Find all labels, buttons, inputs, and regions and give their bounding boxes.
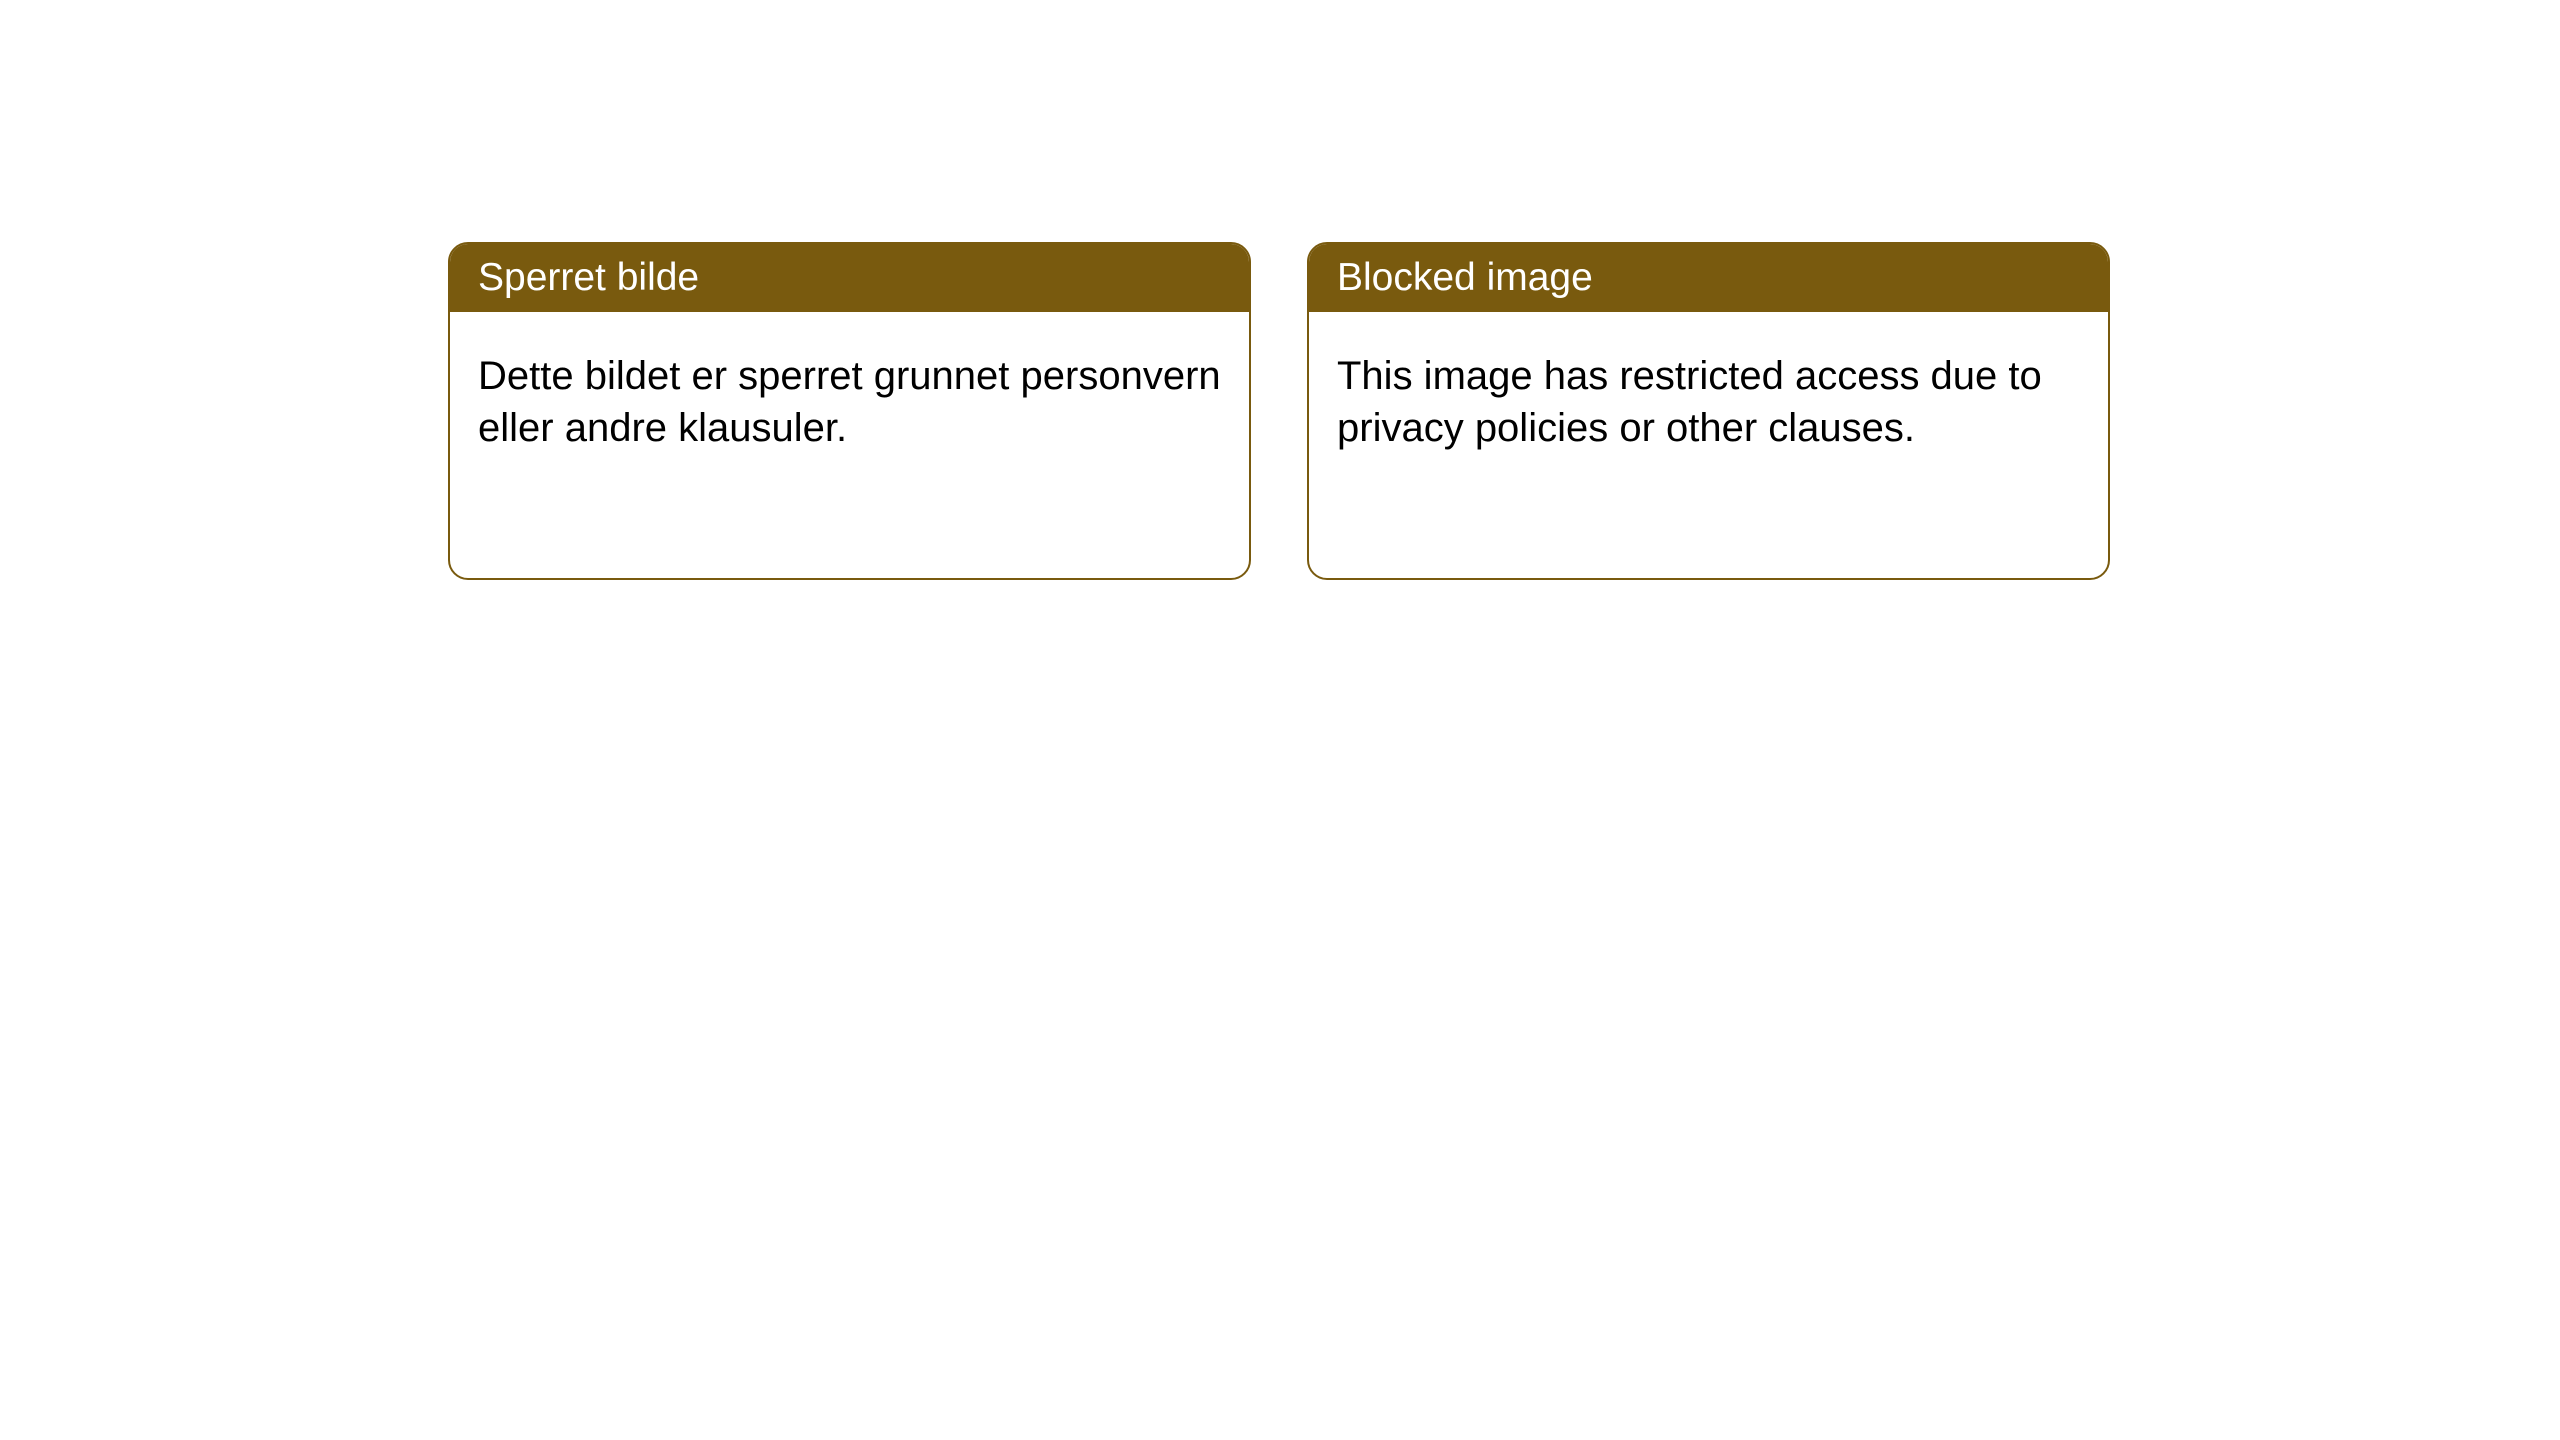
card-header: Sperret bilde: [450, 244, 1249, 312]
card-header-text: Blocked image: [1337, 256, 1593, 299]
card-body: Dette bildet er sperret grunnet personve…: [450, 312, 1249, 492]
card-body-text: This image has restricted access due to …: [1337, 354, 2042, 450]
card-body: This image has restricted access due to …: [1309, 312, 2108, 492]
notice-card-english: Blocked image This image has restricted …: [1307, 242, 2110, 580]
card-body-text: Dette bildet er sperret grunnet personve…: [478, 354, 1221, 450]
notice-cards-container: Sperret bilde Dette bildet er sperret gr…: [448, 242, 2110, 580]
notice-card-norwegian: Sperret bilde Dette bildet er sperret gr…: [448, 242, 1251, 580]
card-header: Blocked image: [1309, 244, 2108, 312]
card-header-text: Sperret bilde: [478, 256, 699, 299]
